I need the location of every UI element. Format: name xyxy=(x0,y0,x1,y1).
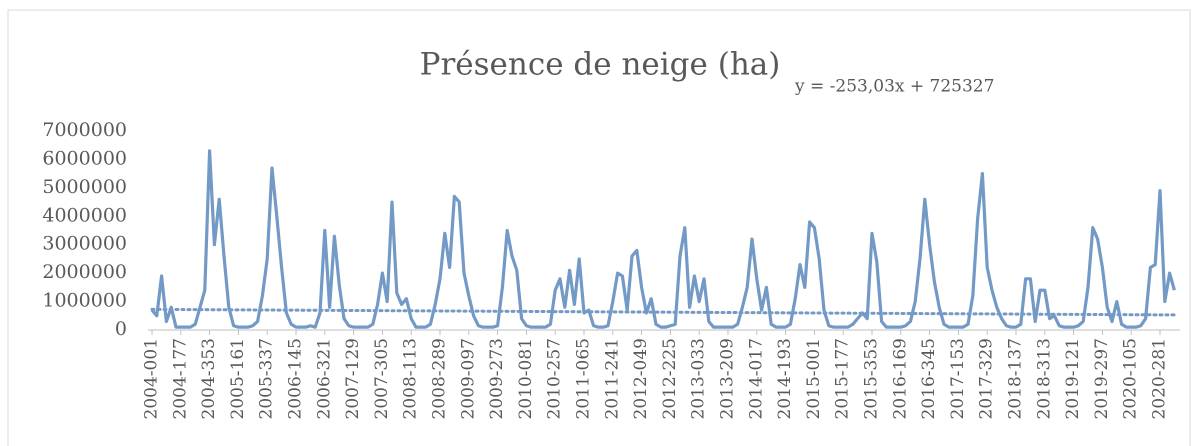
y-tick-label: 4000000 xyxy=(42,204,127,226)
x-tick-label: 2015-177 xyxy=(833,338,853,419)
x-tick-label: 2017-153 xyxy=(948,338,968,419)
x-tick-label: 2009-097 xyxy=(458,338,478,419)
chart-border xyxy=(7,9,1191,446)
y-tick-label: 1000000 xyxy=(42,290,127,312)
x-tick-label: 2005-161 xyxy=(228,338,248,419)
y-tick-label: 0 xyxy=(115,318,127,340)
x-tick-label: 2015-353 xyxy=(862,338,882,419)
x-tick-label: 2014-193 xyxy=(775,338,795,419)
x-tick-label: 2006-321 xyxy=(314,338,334,419)
x-tick-label: 2004-001 xyxy=(142,338,162,419)
x-tick-label: 2016-345 xyxy=(919,338,939,419)
x-tick-label: 2007-129 xyxy=(343,338,363,419)
x-tick-label: 2017-329 xyxy=(977,338,997,419)
x-tick-label: 2020-281 xyxy=(1150,338,1170,419)
y-tick-label: 2000000 xyxy=(42,261,127,283)
x-tick-label: 2012-225 xyxy=(660,338,680,419)
x-tick-label: 2014-017 xyxy=(746,338,766,419)
x-tick-label: 2015-001 xyxy=(804,338,824,419)
x-tick-label: 2011-065 xyxy=(574,338,594,419)
y-tick-label: 6000000 xyxy=(42,147,127,169)
x-tick-label: 2006-145 xyxy=(286,338,306,419)
x-tick-label: 2011-241 xyxy=(602,338,622,419)
x-tick-label: 2016-169 xyxy=(890,338,910,419)
x-tick-label: 2020-105 xyxy=(1121,338,1141,419)
x-tick-label: 2013-033 xyxy=(689,338,709,419)
x-tick-label: 2019-297 xyxy=(1092,338,1112,419)
trendline-equation: y = -253,03x + 725327 xyxy=(794,77,994,97)
series-line xyxy=(150,149,1176,329)
x-tick-label: 2010-081 xyxy=(516,338,536,419)
y-tick-label: 3000000 xyxy=(42,233,127,255)
x-tick-label: 2018-137 xyxy=(1006,338,1026,419)
x-tick-label: 2013-209 xyxy=(718,338,738,419)
x-tick-label: 2004-177 xyxy=(170,338,190,419)
trendline xyxy=(150,307,1176,317)
x-tick-label: 2007-305 xyxy=(372,338,392,419)
x-tick-label: 2009-273 xyxy=(487,338,507,419)
x-tick-label: 2018-313 xyxy=(1034,338,1054,419)
y-tick-label: 7000000 xyxy=(42,119,127,141)
chart-title: Présence de neige (ha) xyxy=(420,47,781,83)
x-tick-label: 2005-337 xyxy=(257,338,277,419)
x-tick-label: 2010-257 xyxy=(545,338,565,419)
x-tick-label: 2012-049 xyxy=(631,338,651,419)
x-tick-label: 2004-353 xyxy=(199,338,219,419)
y-tick-label: 5000000 xyxy=(42,176,127,198)
x-tick-label: 2019-121 xyxy=(1063,338,1083,419)
x-tick-label: 2008-113 xyxy=(401,338,421,419)
x-tick-label: 2008-289 xyxy=(430,338,450,419)
